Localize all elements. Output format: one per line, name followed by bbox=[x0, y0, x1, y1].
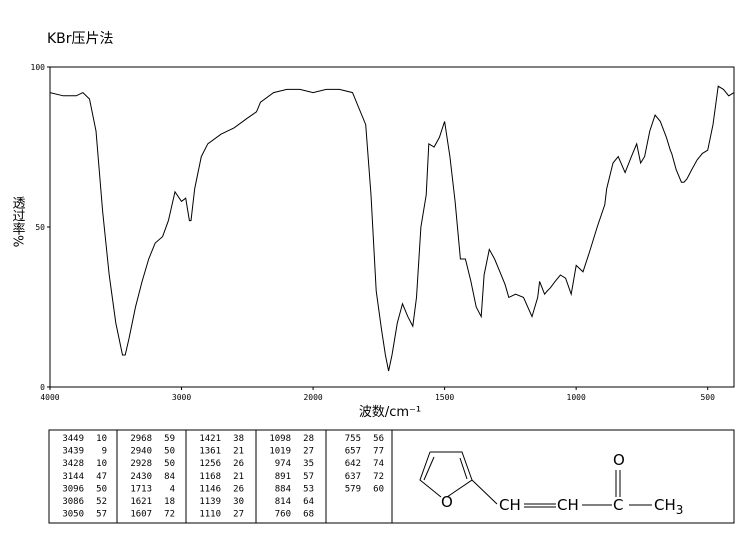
group: CH bbox=[499, 496, 521, 514]
peak-transmittance: 30 bbox=[233, 497, 244, 507]
peak-wavenumber: 2940 bbox=[130, 447, 152, 457]
peak-wavenumber: 3096 bbox=[62, 484, 84, 494]
y-axis-label: 透过率% bbox=[10, 196, 26, 247]
peak-transmittance: 64 bbox=[303, 497, 314, 507]
peak-transmittance: 74 bbox=[373, 459, 384, 469]
double-bond bbox=[524, 503, 556, 508]
peak-wavenumber: 1621 bbox=[130, 497, 152, 507]
peak-transmittance: 27 bbox=[303, 447, 314, 457]
peak-transmittance: 21 bbox=[233, 447, 244, 457]
peak-wavenumber: 1146 bbox=[199, 484, 221, 494]
peak-transmittance: 10 bbox=[96, 459, 107, 469]
peak-transmittance: 50 bbox=[96, 484, 107, 494]
peak-wavenumber: 884 bbox=[275, 484, 291, 494]
peak-wavenumber: 579 bbox=[345, 484, 361, 494]
peak-wavenumber: 1607 bbox=[130, 510, 152, 520]
peak-wavenumber: 3086 bbox=[62, 497, 84, 507]
chart-title: KBr压片法 bbox=[47, 31, 114, 47]
peak-transmittance: 77 bbox=[373, 447, 384, 457]
peak-wavenumber: 3428 bbox=[62, 459, 84, 469]
peak-wavenumber: 2968 bbox=[130, 434, 152, 444]
peak-transmittance: 57 bbox=[303, 472, 314, 482]
peak-transmittance: 10 bbox=[96, 434, 107, 444]
peak-wavenumber: 760 bbox=[275, 510, 291, 520]
group: CH bbox=[557, 496, 579, 514]
x-tick-label: 500 bbox=[700, 393, 715, 402]
y-tick-label: 100 bbox=[31, 63, 46, 72]
x-axis-label: 波数/cm⁻¹ bbox=[359, 405, 421, 420]
peak-transmittance: 21 bbox=[233, 472, 244, 482]
peak-transmittance: 56 bbox=[373, 434, 384, 444]
peak-transmittance: 28 bbox=[303, 434, 314, 444]
ring-double-bonds bbox=[423, 456, 468, 481]
peak-transmittance: 68 bbox=[303, 510, 314, 520]
x-tick-label: 1500 bbox=[435, 393, 454, 402]
peak-transmittance: 72 bbox=[164, 510, 175, 520]
ring-oxygen: O bbox=[441, 493, 453, 511]
peak-wavenumber: 974 bbox=[275, 459, 291, 469]
peak-transmittance: 57 bbox=[96, 510, 107, 520]
peak-wavenumber: 3050 bbox=[62, 510, 84, 520]
spectrum-line bbox=[49, 85, 735, 372]
peak-transmittance: 4 bbox=[170, 484, 175, 494]
peak-wavenumber: 814 bbox=[275, 497, 291, 507]
peak-transmittance: 84 bbox=[164, 472, 175, 482]
peak-wavenumber: 1098 bbox=[269, 434, 291, 444]
peak-wavenumber: 1421 bbox=[199, 434, 221, 444]
peak-wavenumber: 642 bbox=[345, 459, 361, 469]
bond bbox=[471, 479, 498, 505]
methyl-text: CH bbox=[654, 496, 676, 514]
peak-wavenumber: 637 bbox=[345, 472, 361, 482]
peak-transmittance: 59 bbox=[164, 434, 175, 444]
x-tick-label: 1000 bbox=[567, 393, 586, 402]
peak-transmittance: 50 bbox=[164, 459, 175, 469]
peak-wavenumber: 657 bbox=[345, 447, 361, 457]
peak-transmittance: 35 bbox=[303, 459, 314, 469]
peak-transmittance: 53 bbox=[303, 484, 314, 494]
peak-wavenumber: 3144 bbox=[62, 472, 84, 482]
peak-transmittance: 26 bbox=[233, 459, 244, 469]
peak-wavenumber: 1713 bbox=[130, 484, 152, 494]
peak-transmittance: 18 bbox=[164, 497, 175, 507]
carbonyl-oxygen: O bbox=[613, 451, 625, 469]
peak-wavenumber: 3439 bbox=[62, 447, 84, 457]
peak-wavenumber: 2430 bbox=[130, 472, 152, 482]
peak-wavenumber: 1361 bbox=[199, 447, 221, 457]
peak-transmittance: 27 bbox=[233, 510, 244, 520]
peak-wavenumber: 3449 bbox=[62, 434, 84, 444]
peak-wavenumber: 1019 bbox=[269, 447, 291, 457]
peak-transmittance: 9 bbox=[102, 447, 107, 457]
group: C bbox=[613, 496, 623, 514]
x-tick-label: 4000 bbox=[40, 393, 59, 402]
plot-frame bbox=[49, 66, 735, 388]
peak-wavenumber: 1110 bbox=[199, 510, 221, 520]
carbonyl-double-bond bbox=[615, 470, 621, 497]
x-tick-label: 2000 bbox=[303, 393, 322, 402]
peak-wavenumber: 1168 bbox=[199, 472, 221, 482]
peak-transmittance: 60 bbox=[373, 484, 384, 494]
peak-transmittance: 72 bbox=[373, 472, 384, 482]
y-tick-label: 50 bbox=[35, 223, 45, 232]
peak-wavenumber: 1139 bbox=[199, 497, 221, 507]
peak-transmittance: 26 bbox=[233, 484, 244, 494]
peak-wavenumber: 891 bbox=[275, 472, 291, 482]
peak-transmittance: 38 bbox=[233, 434, 244, 444]
peak-wavenumber: 2928 bbox=[130, 459, 152, 469]
furan-ring bbox=[419, 451, 473, 498]
peak-transmittance: 47 bbox=[96, 472, 107, 482]
peak-wavenumber: 1256 bbox=[199, 459, 221, 469]
peak-transmittance: 52 bbox=[96, 497, 107, 507]
peak-transmittance: 50 bbox=[164, 447, 175, 457]
y-tick-label: 0 bbox=[40, 383, 45, 392]
methyl-subscript: 3 bbox=[676, 503, 684, 517]
peak-wavenumber: 755 bbox=[345, 434, 361, 444]
x-tick-label: 3000 bbox=[172, 393, 191, 402]
structure: O O CH CH C CH3 bbox=[419, 451, 683, 517]
methyl: CH3 bbox=[654, 496, 683, 517]
